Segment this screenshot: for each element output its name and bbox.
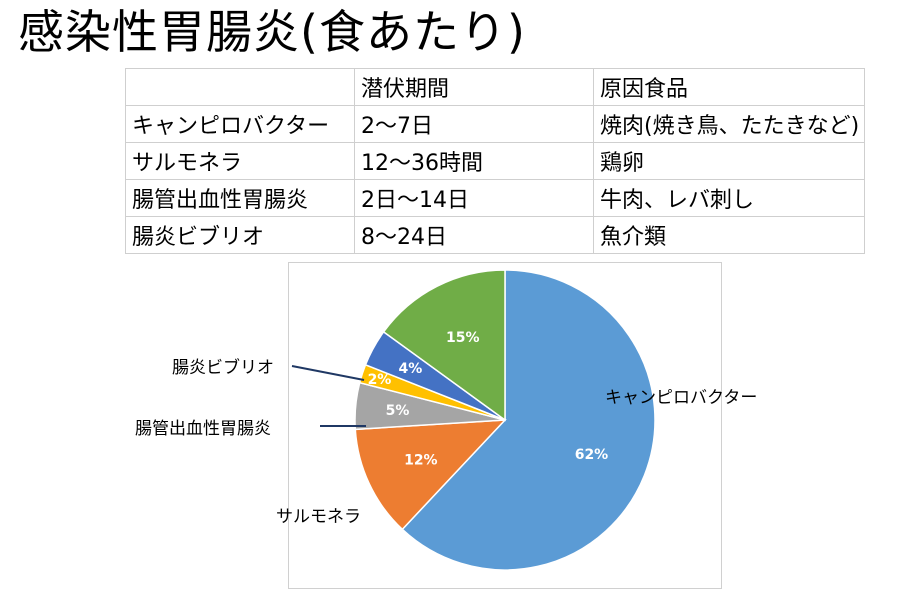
- data-label: 15%: [446, 330, 480, 346]
- table-cell: 焼肉(焼き鳥、たたきなど): [593, 105, 865, 143]
- category-label-campylobacter: キャンピロバクター: [605, 388, 758, 408]
- table-cell: 腸管出血性胃腸炎: [125, 179, 355, 217]
- table-cell: 12～36時間: [354, 142, 594, 180]
- category-label-vibrio: 腸炎ビブリオ: [172, 358, 274, 378]
- page-title: 感染性胃腸炎(食あたり): [18, 5, 526, 59]
- table-row: 腸管出血性胃腸炎 2日～14日 牛肉、レバ刺し: [125, 179, 865, 217]
- slice-salmonella: [354, 419, 507, 531]
- data-label: 5%: [386, 403, 410, 419]
- table-cell: 2日～14日: [354, 179, 594, 217]
- header-cell: 潜伏期間: [354, 68, 594, 106]
- category-label-salmonella: サルモネラ: [276, 507, 361, 527]
- table-cell: 牛肉、レバ刺し: [593, 179, 865, 217]
- table-cell: 8～24日: [354, 216, 594, 254]
- data-label: 4%: [398, 361, 422, 377]
- table-cell: 腸炎ビブリオ: [125, 216, 355, 254]
- category-label-ehec: 腸管出血性胃腸炎: [135, 419, 271, 439]
- leader-line-vibrio: [291, 365, 365, 381]
- table-header-row: 潜伏期間 原因食品: [125, 68, 865, 106]
- header-cell: 原因食品: [593, 68, 865, 106]
- data-label: 2%: [368, 372, 392, 388]
- info-table: 潜伏期間 原因食品 キャンピロバクター 2～7日 焼肉(焼き鳥、たたきなど) サ…: [125, 68, 865, 254]
- header-cell: [125, 68, 355, 106]
- data-label: 12%: [404, 453, 438, 469]
- table-cell: 魚介類: [593, 216, 865, 254]
- table-row: 腸炎ビブリオ 8～24日 魚介類: [125, 216, 865, 254]
- slice-campylobacter: [401, 269, 656, 571]
- slice-other-green: [382, 269, 506, 422]
- data-label: 62%: [575, 447, 609, 463]
